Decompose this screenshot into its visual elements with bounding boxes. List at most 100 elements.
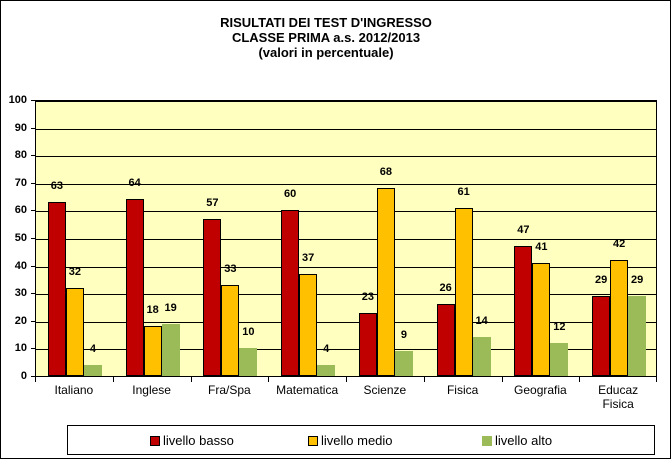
bar-livello-medio <box>610 260 629 376</box>
data-label: 61 <box>457 185 470 198</box>
y-tick-mark <box>31 238 35 239</box>
data-label: 33 <box>224 262 237 275</box>
x-category-label: Geografia <box>514 383 567 397</box>
data-label: 19 <box>164 301 177 314</box>
title-line-1: RISULTATI DEI TEST D'INGRESSO <box>220 15 432 30</box>
legend-label: livello basso <box>163 433 234 448</box>
data-label: 4 <box>89 342 96 355</box>
data-label: 68 <box>379 166 392 179</box>
bar-livello-basso <box>47 202 66 376</box>
x-category-label: Matematica <box>276 383 339 397</box>
bar-livello-medio <box>221 284 240 376</box>
x-tick-mark <box>501 377 503 382</box>
bar-livello-alto <box>161 323 180 376</box>
y-tick-label: 60 <box>14 204 27 217</box>
y-tick-label: 20 <box>14 314 27 327</box>
legend-item: livello alto <box>482 433 552 448</box>
bar-livello-alto <box>628 295 647 376</box>
data-label: 14 <box>475 315 488 328</box>
y-tick-label: 100 <box>8 94 27 106</box>
bar-livello-medio <box>376 188 395 376</box>
y-tick-mark <box>31 348 35 350</box>
bar-livello-basso <box>592 295 611 376</box>
data-label: 4 <box>323 342 330 355</box>
y-tick-label: 90 <box>14 121 27 134</box>
data-label: 57 <box>206 196 219 209</box>
data-label: 37 <box>302 251 315 264</box>
y-tick-mark <box>31 265 35 267</box>
x-category-label: Fisica <box>446 383 479 397</box>
data-label: 41 <box>535 240 548 253</box>
legend-label: livello medio <box>321 433 393 448</box>
gridline <box>36 183 656 185</box>
y-tick-label: 70 <box>14 176 27 189</box>
plot-area: 63 32 4 64 18 19 57 33 10 60 37 4 23 68 9 26 61 14 47 41 12 2… <box>35 100 657 377</box>
legend: livello basso livello medio livello alto <box>67 425 655 455</box>
data-label: 26 <box>439 282 452 295</box>
y-tick-label: 40 <box>14 259 27 272</box>
y-tick-label: 50 <box>14 232 27 244</box>
bar-livello-alto <box>550 342 569 376</box>
title-line-3: (valori in percentuale) <box>258 45 394 60</box>
y-tick-mark <box>31 155 35 157</box>
legend-swatch <box>150 435 160 446</box>
chart-title: RISULTATI DEI TEST D'INGRESSO CLASSE PRI… <box>151 15 501 60</box>
bar-livello-medio <box>532 262 551 376</box>
bar-livello-alto <box>472 337 491 376</box>
gridline <box>36 211 656 213</box>
gridline <box>36 101 656 102</box>
data-label: 60 <box>284 188 297 201</box>
data-label: 32 <box>68 265 81 278</box>
gridline <box>36 349 656 351</box>
y-tick-mark <box>31 293 35 295</box>
x-category-label: Italiano <box>54 383 94 397</box>
data-label: 12 <box>553 320 566 333</box>
bar-livello-medio <box>299 273 318 376</box>
x-tick-mark <box>268 377 270 382</box>
y-tick-label: 80 <box>14 149 27 162</box>
bar-livello-alto <box>394 351 413 376</box>
bar-livello-basso <box>281 210 300 376</box>
x-tick-mark <box>35 377 36 382</box>
data-label: 42 <box>613 238 626 251</box>
x-category-label: Scienze <box>363 383 407 397</box>
gridline <box>36 156 656 158</box>
legend-label: livello alto <box>495 433 553 448</box>
y-tick-mark <box>31 376 35 377</box>
x-tick-mark <box>346 377 347 382</box>
legend-item: livello basso <box>150 433 234 448</box>
x-tick-mark <box>190 377 192 382</box>
x-category-label: Fra/Spa <box>208 383 251 397</box>
bar-livello-basso <box>436 304 455 376</box>
legend-swatch <box>482 435 492 446</box>
y-tick-mark <box>31 210 35 212</box>
x-category-label: Educaz Fisica <box>598 383 639 411</box>
data-label: 9 <box>400 329 407 342</box>
y-tick-mark <box>31 100 35 101</box>
bar-livello-alto <box>317 364 336 376</box>
x-tick-mark <box>423 377 425 382</box>
data-label: 64 <box>128 177 141 190</box>
data-label: 10 <box>242 326 255 339</box>
gridline <box>36 321 656 323</box>
y-tick-label: 0 <box>20 370 27 382</box>
legend-swatch <box>308 435 318 446</box>
data-label: 23 <box>361 290 374 303</box>
data-label: 63 <box>50 180 63 193</box>
bar-livello-medio <box>65 287 84 376</box>
bar-livello-medio <box>454 207 473 376</box>
bar-livello-basso <box>514 246 533 376</box>
y-tick-label: 10 <box>14 342 27 355</box>
y-tick-label: 30 <box>14 287 27 300</box>
data-label: 29 <box>631 273 644 286</box>
data-label: 29 <box>595 273 608 286</box>
y-tick-mark <box>31 127 35 129</box>
gridline <box>36 294 656 296</box>
x-tick-mark <box>579 377 581 382</box>
gridline <box>36 239 656 240</box>
data-label: 18 <box>146 304 159 317</box>
bar-livello-alto <box>83 364 102 376</box>
bar-livello-basso <box>358 312 377 376</box>
gridline <box>36 266 656 268</box>
